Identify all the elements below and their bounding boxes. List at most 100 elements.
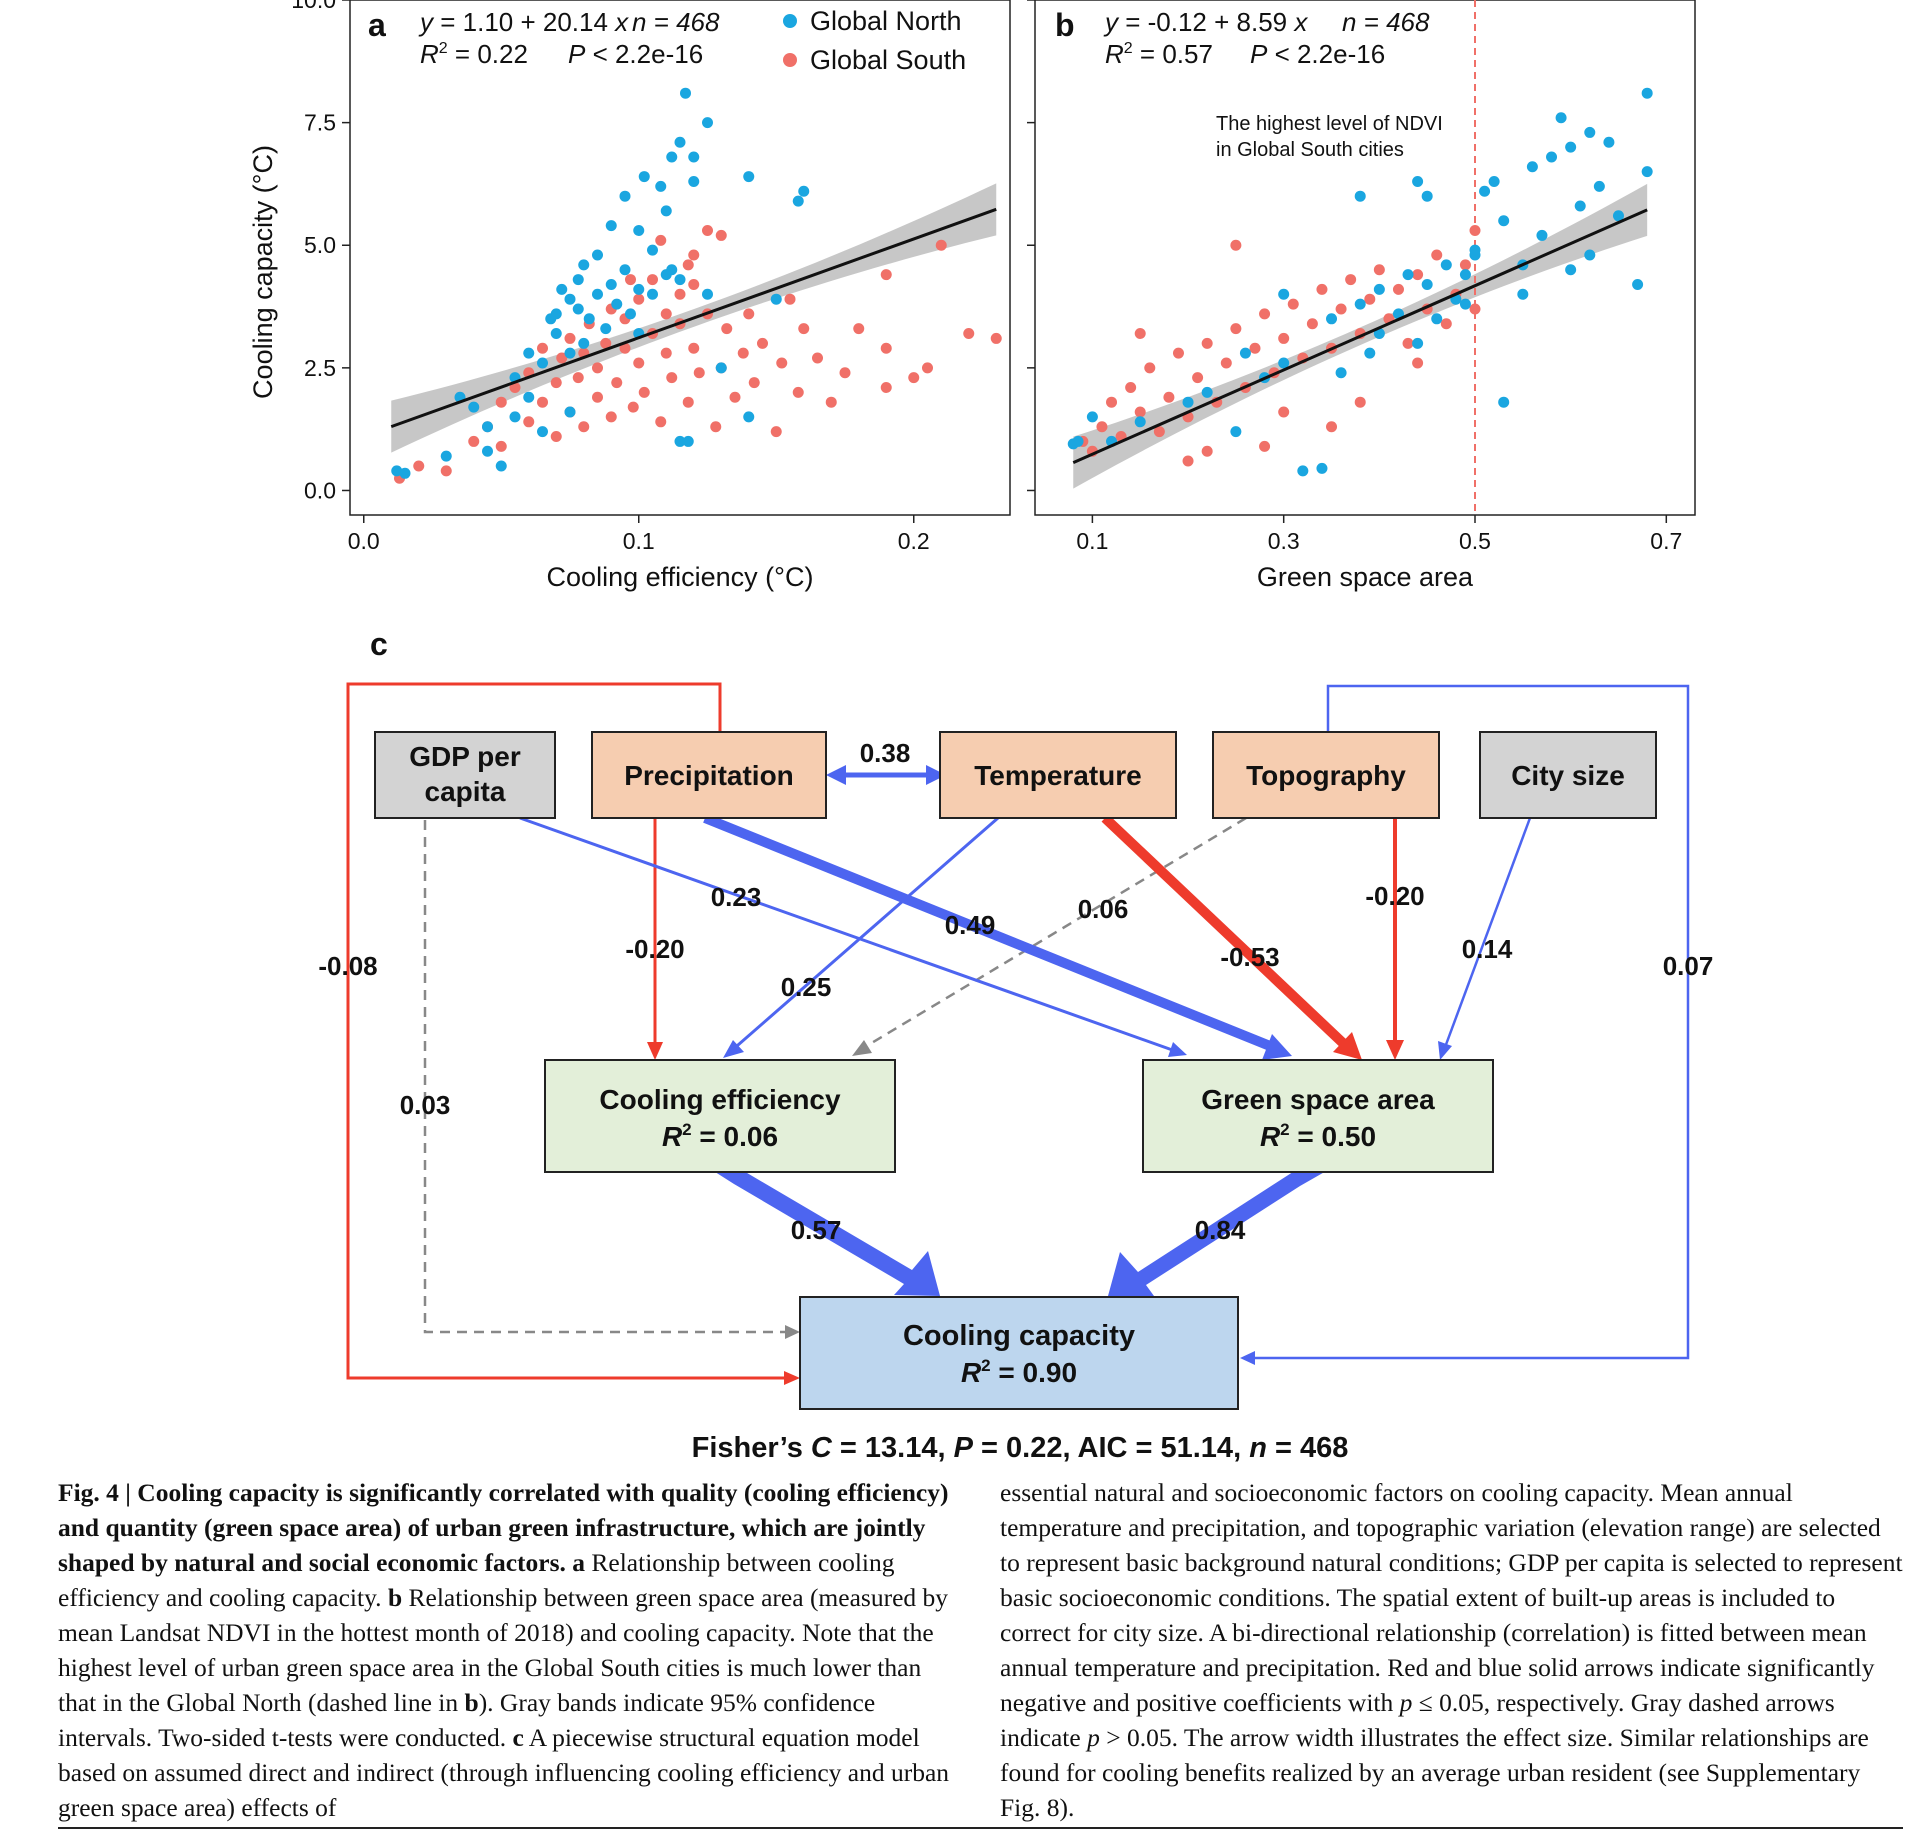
point-global-north bbox=[633, 283, 645, 295]
panel-b-r2: R2 = 0.57 P < 2.2e-16 bbox=[1105, 39, 1385, 69]
point-global-north bbox=[1593, 180, 1605, 192]
cc-r2-sup: 2 bbox=[981, 1356, 990, 1375]
arrowhead-precip-temp-right bbox=[926, 765, 946, 785]
panel-a-r2-val: = 0.22 bbox=[448, 39, 528, 69]
point-global-north bbox=[600, 323, 612, 335]
panel-b-scatter: 0.1 0.3 0.5 0.7 b y = -0.12 + 8.59 x n = 468… bbox=[1027, 0, 1696, 592]
point-global-north bbox=[798, 185, 810, 197]
point-global-south bbox=[743, 308, 755, 320]
caption-left-column: Fig. 4 | Cooling capacity is significant… bbox=[58, 1475, 963, 1825]
node-temperature-label: Temperature bbox=[974, 760, 1142, 791]
node-gdp-line2: capita bbox=[425, 776, 506, 807]
point-global-south bbox=[619, 342, 631, 354]
point-global-south bbox=[1106, 396, 1118, 408]
point-global-south bbox=[1172, 347, 1184, 359]
point-global-north bbox=[399, 467, 411, 479]
regression-line bbox=[1072, 208, 1648, 465]
point-global-south bbox=[495, 440, 507, 452]
point-global-south bbox=[693, 367, 705, 379]
point-global-south bbox=[633, 293, 645, 305]
point-global-south bbox=[1412, 357, 1424, 369]
point-global-north bbox=[592, 288, 603, 300]
point-global-south bbox=[1259, 308, 1271, 320]
point-global-north bbox=[1230, 426, 1242, 438]
point-global-south bbox=[413, 460, 425, 472]
node-gdp-line1: GDP per bbox=[409, 741, 521, 772]
y-tick-label: 7.5 bbox=[304, 110, 336, 136]
point-global-south bbox=[1096, 421, 1108, 433]
panel-a-eq-n: n = 468 bbox=[632, 7, 720, 37]
point-global-south bbox=[495, 396, 507, 408]
point-global-south bbox=[1249, 342, 1261, 354]
x-tick-label: 0.1 bbox=[623, 528, 655, 554]
point-global-north bbox=[1488, 175, 1500, 187]
panel-b-x-axis-label: Green space area bbox=[1257, 562, 1474, 592]
point-global-north bbox=[1632, 278, 1644, 290]
point-global-south bbox=[748, 377, 760, 389]
point-global-north bbox=[674, 435, 686, 447]
point-global-north bbox=[468, 401, 480, 413]
arrowhead-citysize-to-green bbox=[1438, 1041, 1452, 1060]
node-city-size-box bbox=[1479, 731, 1657, 819]
point-global-north bbox=[1555, 112, 1567, 124]
point-global-south bbox=[1259, 440, 1271, 452]
point-global-south bbox=[1364, 293, 1376, 305]
point-global-south bbox=[655, 234, 667, 246]
node-cooling-efficiency-box bbox=[544, 1059, 896, 1173]
legend-global-north-label: Global North bbox=[810, 6, 962, 36]
point-global-south bbox=[757, 337, 768, 349]
node-cooling-capacity-r2: R2 = 0.90 bbox=[961, 1356, 1077, 1388]
point-global-south bbox=[556, 352, 568, 364]
point-global-south bbox=[638, 386, 650, 398]
point-global-south bbox=[688, 342, 700, 354]
point-global-north bbox=[482, 421, 493, 433]
point-global-south bbox=[880, 342, 892, 354]
point-global-north bbox=[666, 151, 678, 163]
point-global-north bbox=[1603, 136, 1615, 148]
panel-b-p-val: < 2.2e-16 bbox=[1267, 39, 1385, 69]
node-topography-box bbox=[1212, 731, 1440, 819]
caption-fig-label: Fig. 4 | bbox=[58, 1478, 138, 1507]
ce-r2-sup: 2 bbox=[682, 1120, 691, 1139]
coef-citysize-green: 0.14 bbox=[1462, 934, 1513, 964]
coef-precip-efficiency: -0.20 bbox=[625, 934, 684, 964]
point-global-south bbox=[1287, 298, 1299, 310]
ce-r2-val: = 0.06 bbox=[692, 1121, 778, 1152]
point-global-south bbox=[1134, 406, 1146, 418]
point-global-north bbox=[1373, 283, 1385, 295]
point-global-south bbox=[721, 323, 733, 335]
point-global-south bbox=[798, 323, 810, 335]
point-global-south bbox=[729, 391, 741, 403]
point-global-north bbox=[1278, 357, 1290, 369]
coef-gdp-capacity: 0.03 bbox=[400, 1090, 451, 1120]
point-global-south bbox=[1431, 249, 1443, 261]
caption-p-italic-1: p bbox=[1399, 1688, 1413, 1717]
point-global-south bbox=[655, 416, 667, 428]
point-global-south bbox=[688, 278, 700, 290]
caption-a-text: Relationship between cooling efficiency … bbox=[58, 1548, 895, 1612]
arrowhead-temperature-to-green bbox=[1333, 1032, 1362, 1060]
point-global-south bbox=[1125, 381, 1137, 393]
point-global-north bbox=[1354, 298, 1366, 310]
point-global-north bbox=[583, 313, 595, 325]
point-global-south bbox=[1163, 391, 1175, 403]
coef-precip-capacity: -0.08 bbox=[318, 951, 377, 981]
point-global-south bbox=[1192, 372, 1204, 384]
point-global-north bbox=[688, 151, 700, 163]
point-global-south bbox=[1230, 239, 1242, 251]
caption-right-text-1: essential natural and socioeconomic fact… bbox=[1000, 1478, 1903, 1717]
panel-b-p-P: P bbox=[1250, 39, 1268, 69]
node-cooling-efficiency-label: Cooling efficiency bbox=[599, 1084, 841, 1115]
point-global-north bbox=[509, 411, 521, 423]
point-global-north bbox=[1440, 259, 1452, 271]
point-global-north bbox=[495, 460, 507, 472]
point-global-south bbox=[715, 229, 727, 241]
point-global-south bbox=[1201, 337, 1213, 349]
legend-global-south-label: Global South bbox=[810, 45, 966, 75]
point-global-north bbox=[638, 171, 650, 183]
point-global-south bbox=[1412, 269, 1424, 281]
point-global-north bbox=[1326, 313, 1338, 325]
point-global-north bbox=[770, 293, 782, 305]
point-global-south bbox=[1440, 318, 1452, 330]
